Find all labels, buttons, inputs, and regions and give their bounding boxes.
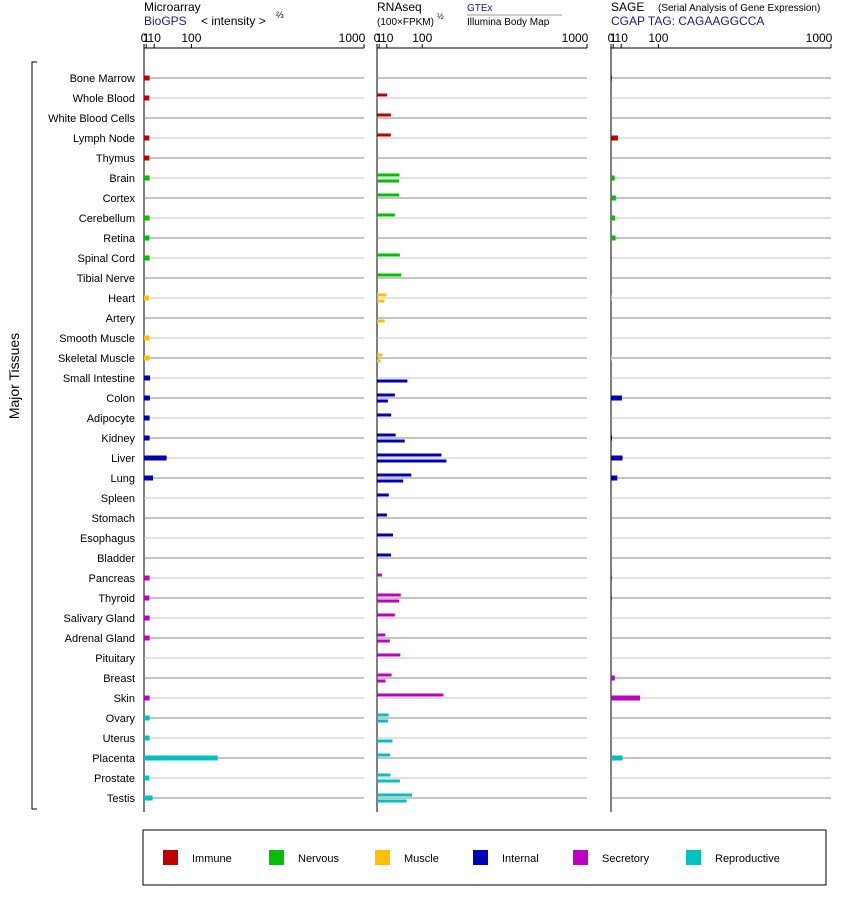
panel-subtitle: BioGPS <box>144 14 187 28</box>
category-label: White Blood Cells <box>48 113 135 125</box>
legend-label: Muscle <box>404 853 439 865</box>
category-label: Small Intestine <box>63 373 135 385</box>
y-axis-label: Major Tissues <box>6 333 22 419</box>
legend-swatch-immune <box>163 850 178 865</box>
y-axis-bracket <box>31 61 37 810</box>
panel-subtitle: (100×FPKM) <box>377 17 434 28</box>
legend-swatch-nervous <box>269 850 284 865</box>
category-label: Smooth Muscle <box>59 333 135 345</box>
panel-scale-exponent: ⅔ <box>276 10 284 20</box>
legend-label: Internal <box>502 853 539 865</box>
x-tick-label: 10 <box>615 31 629 45</box>
x-tick-label: 1000 <box>806 31 833 45</box>
category-label: Colon <box>106 393 135 405</box>
category-label: Thymus <box>96 153 136 165</box>
category-label: Stomach <box>92 513 135 525</box>
category-label: Bone Marrow <box>70 73 135 85</box>
legend-swatch-internal <box>473 850 488 865</box>
category-label: Adipocyte <box>87 413 135 425</box>
category-label: Skeletal Muscle <box>58 353 135 365</box>
legend-swatch-secretory <box>573 850 588 865</box>
legend-label: Reproductive <box>715 853 780 865</box>
category-label: Kidney <box>101 433 135 445</box>
panel-scale-label: < intensity > <box>201 14 266 28</box>
legend-label: Immune <box>192 853 232 865</box>
panel-header-rnaseq: RNAseq (100×FPKM) ½ GTEx Illumina Body M… <box>377 0 562 28</box>
category-label: Pituitary <box>95 653 135 665</box>
category-label: Lymph Node <box>73 133 135 145</box>
category-label: Lung <box>111 473 135 485</box>
category-label: Esophagus <box>80 533 136 545</box>
legend-label: Secretory <box>602 853 650 865</box>
category-label: Spinal Cord <box>78 253 135 265</box>
category-label: Placenta <box>92 753 136 765</box>
panel-title: SAGE <box>611 0 644 14</box>
x-tick-label: 100 <box>181 31 201 45</box>
category-label: Bladder <box>97 553 135 565</box>
category-label: Artery <box>106 313 136 325</box>
bars-layer <box>144 75 641 803</box>
category-label: Cortex <box>103 193 136 205</box>
legend-swatch-reproductive <box>686 850 701 865</box>
panel-title: RNAseq <box>377 0 422 14</box>
category-label: Prostate <box>94 773 135 785</box>
x-tick-label: 10 <box>148 31 162 45</box>
category-label: Heart <box>108 293 135 305</box>
panel-subtitle-exponent: ½ <box>437 12 444 21</box>
category-label: Brain <box>109 173 135 185</box>
x-tick-label: 0 <box>608 31 615 45</box>
panel-subtitle: CGAP TAG: CAGAAGGCCA <box>611 14 764 28</box>
x-tick-label: 0 <box>141 31 148 45</box>
category-label: Whole Blood <box>73 93 135 105</box>
category-labels-layer: Bone Marrow Whole Blood White Blood Cells L… <box>48 73 136 805</box>
x-tick-label: 0 <box>374 31 381 45</box>
source-illumina: Illumina Body Map <box>467 17 550 28</box>
x-tick-label: 10 <box>380 31 394 45</box>
panel-header-microarray: Microarray BioGPS < intensity > ⅔ <box>144 0 284 28</box>
category-label: Ovary <box>106 713 136 725</box>
x-tick-label: 1 <box>143 31 150 45</box>
panel-header-sage: SAGE (Serial Analysis of Gene Expression… <box>611 0 820 28</box>
category-label: Spleen <box>101 493 135 505</box>
x-tick-label: 1000 <box>562 31 589 45</box>
category-label: Salivary Gland <box>63 613 135 625</box>
legend-swatch-muscle <box>375 850 390 865</box>
gridlines-layer <box>144 77 831 799</box>
source-gtex: GTEx <box>467 3 493 14</box>
x-tick-label: 100 <box>648 31 668 45</box>
category-label: Skin <box>114 693 135 705</box>
category-label: Adrenal Gland <box>65 633 135 645</box>
category-label: Cerebellum <box>79 213 135 225</box>
category-label: Pancreas <box>89 573 136 585</box>
x-tick-label: 100 <box>412 31 432 45</box>
x-tick-label: 1000 <box>339 31 366 45</box>
category-label: Breast <box>103 673 135 685</box>
panel-title: Microarray <box>144 0 201 14</box>
category-label: Testis <box>107 793 136 805</box>
panel-title-note: (Serial Analysis of Gene Expression) <box>658 3 820 14</box>
legend-label: Nervous <box>298 853 339 865</box>
category-label: Liver <box>111 453 135 465</box>
category-label: Tibial Nerve <box>77 273 135 285</box>
category-label: Uterus <box>103 733 136 745</box>
category-label: Retina <box>103 233 136 245</box>
category-label: Thyroid <box>98 593 135 605</box>
x-tick-label: 1 <box>610 31 617 45</box>
x-tick-label: 1 <box>376 31 383 45</box>
legend: Immune Nervous Muscle Internal Secretory Repr… <box>163 850 780 865</box>
